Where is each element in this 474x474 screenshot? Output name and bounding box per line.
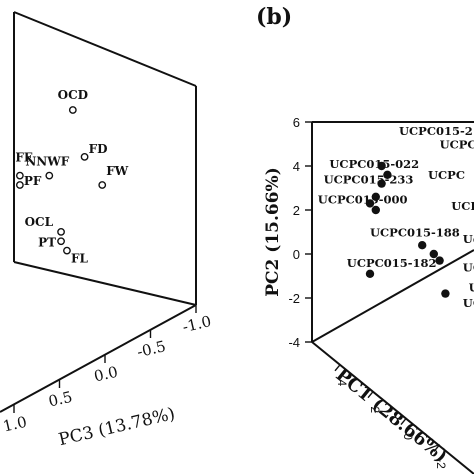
panel-b-pc1-label: PC1 (28.66%) [332,364,452,467]
panel-a-tick-group: 1.0 0.5 0.0 -0.5 -1.0 [1,305,213,436]
panel-b-xtick-label: 0 [401,433,415,440]
panel-b-point-label: UCPC0 [440,137,474,151]
panel-b-ytick-label: 0 [293,247,300,262]
panel-a-point [57,237,65,246]
panel-a-point-label: PF [24,174,42,188]
panel-b-point [371,205,380,215]
panel-b-ytick-label: 2 [293,203,300,218]
panel-b-pc2-label: PC2 (15.66%) [263,167,283,297]
panel-a-tick-label: 1.0 [1,413,28,436]
panel-b-point [418,241,427,250]
panel-a-tick-label: 0.5 [47,388,74,411]
panel-b-xtick-mark [367,391,374,399]
panel-a-pc3-label: PC3 (13.78%) [57,404,177,450]
panel-b-point [371,192,380,201]
panel-a-point [68,106,77,114]
panel-a-point-label: NNWF [25,155,69,169]
panel-b-xtick-label: 2 [368,406,382,413]
panel-b-pc1-axis [311,341,474,474]
panel-a-point-label: FW [106,164,129,178]
panel-a-top-edge [13,11,197,87]
panel-a: 1.0 0.5 0.0 -0.5 -1.0 PC3 (13.78%) OCD FF PF NN… [0,11,213,450]
panel-b-point [377,161,386,171]
panel-a-floor-edge [13,261,197,306]
panel-b-xtick-label: 4 [335,379,349,386]
panel-b-point-label: UCI [469,280,474,294]
panel-a-point-label: FF [15,151,33,165]
panel-a-point-label: OCD [58,88,88,102]
panel-a-point [15,181,24,189]
panel-b-ytick-group: 6 4 2 0 -2 -4 [288,115,312,350]
panel-b-xtick-label: -2 [434,458,448,469]
panel-a-point [45,171,54,180]
panel-b-point [441,289,450,298]
panel-b-point-label: UCPC015-188 [370,225,460,239]
panel-b-point-label: Ucl [463,232,474,246]
panel-b-floor-edge [311,249,474,343]
panel-b-ytick-label: 4 [293,159,300,174]
panel-b-point-label: UCPC015-000 [318,192,408,206]
panel-b-point-label: UCI [463,261,474,275]
panel-b-point [365,199,375,208]
panel-b-point-label: UCPC0 [451,199,474,213]
panel-b-xtick-mark [400,418,407,426]
panel-a-point-group: OCD FF PF NNWF FD FW OCL PT FL [15,88,128,266]
panel-b-point-label: UCPC015-022 [329,157,419,171]
panel-a-point [80,152,89,161]
panel-b-ytick-label: 6 [293,115,300,130]
panel-a-point-label: PT [38,235,56,249]
panel-a-point-label: FL [71,252,89,266]
panel-b-point-label: UCPC [428,168,465,182]
panel-a-tick-label: -0.5 [135,337,167,361]
panel-b-point [377,179,386,188]
panel-b-ytick-label: -2 [288,291,300,306]
panel-b-point-label: UCPC015-21 [399,124,474,138]
panel-a-tick-label: 0.0 [92,363,119,386]
panel-a-point [15,171,24,180]
panel-a-tick-label: -1.0 [181,312,213,336]
panel-b-point-label: UCPC015-182 [347,256,437,270]
panel-b-point-group: UCPC015-21UCPC0UCPC015-022UCPCUCPC015-23… [318,124,474,310]
panel-b-ytick-label: -4 [288,335,300,350]
panel-b-point-label: UCPC0 [463,296,474,310]
panel-b-point [429,249,438,259]
panel-b-point [435,256,444,265]
panel-b-xtick-mark [433,445,440,452]
panel-a-point-label: FD [89,142,108,156]
panel-a-point [63,246,71,255]
panel-b-point-label: UCPC015-233 [324,173,414,187]
panel-b: (b) 6 4 2 0 -2 -4 4 2 0 -2 PC2 (15.66%) PC1 (28.… [256,4,474,474]
panel-b-xtick-group: 4 2 0 -2 [334,364,448,469]
panel-a-pc3-axis [0,304,197,413]
panel-a-point [98,181,107,189]
panel-b-xtick-mark [334,364,341,372]
panel-b-label: (b) [256,4,292,30]
panel-b-point [383,170,392,179]
panel-b-point [365,269,375,278]
panel-a-point-label: OCL [25,215,54,229]
panel-a-point [57,227,65,236]
